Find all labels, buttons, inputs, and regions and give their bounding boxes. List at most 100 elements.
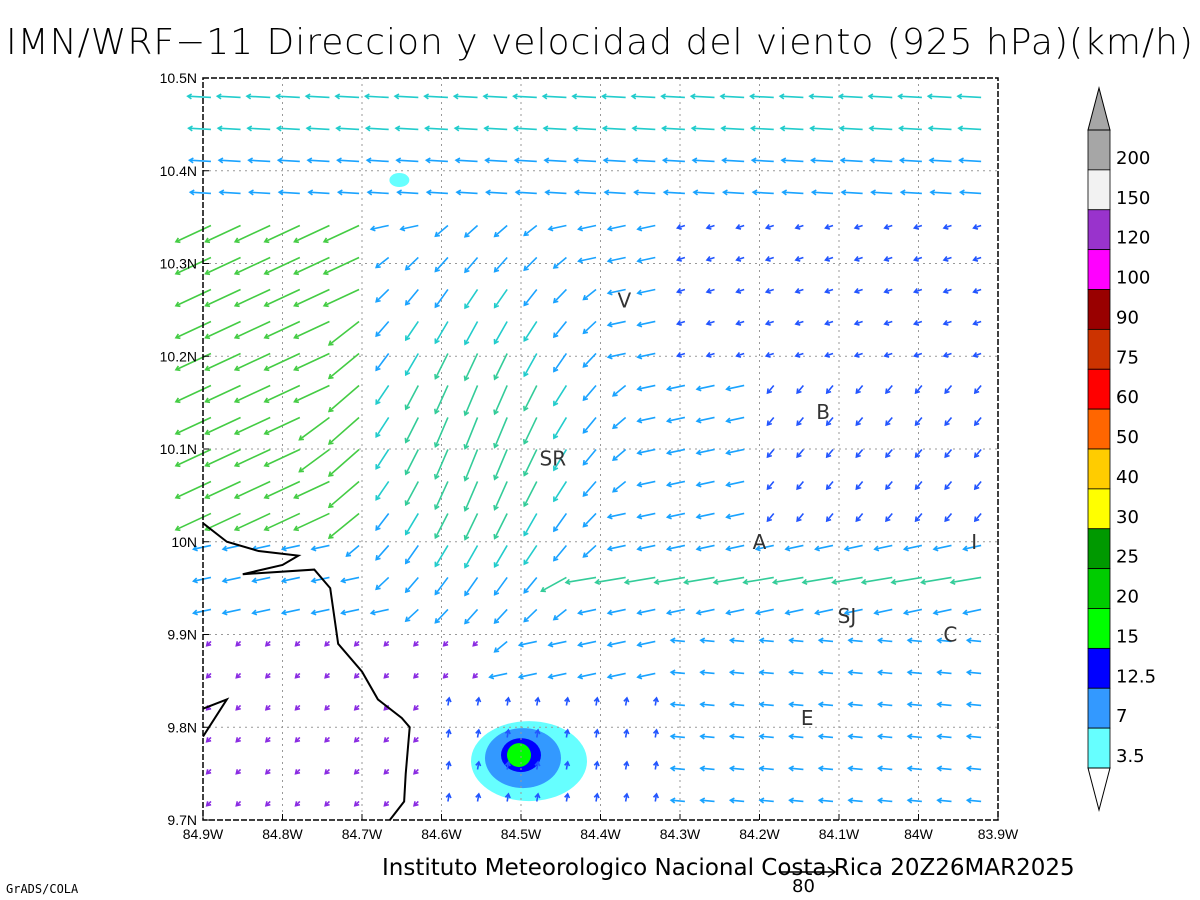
- wind-arrow: [463, 224, 479, 238]
- wind-arrow: [949, 576, 982, 585]
- reference-arrow: [779, 866, 837, 878]
- lat-label: 10N: [171, 534, 197, 550]
- shade-15: [507, 743, 531, 768]
- wind-arrow: [758, 669, 774, 676]
- wind-arrow: [434, 513, 449, 540]
- wind-arrow: [636, 288, 656, 296]
- wind-arrow: [699, 733, 715, 740]
- wind-arrow: [442, 672, 449, 679]
- wind-arrow: [636, 256, 656, 264]
- wind-arrow: [442, 640, 449, 647]
- wind-arrow: [742, 576, 774, 585]
- wind-arrow: [853, 223, 863, 230]
- wind-arrow: [541, 93, 567, 100]
- wind-arrow: [493, 449, 508, 481]
- wind-arrow: [564, 760, 571, 770]
- wind-arrow: [306, 157, 330, 164]
- wind-arrow: [853, 255, 863, 262]
- wind-arrow: [817, 797, 834, 804]
- colorbar-segment: [1087, 488, 1111, 530]
- wind-arrow: [186, 93, 211, 100]
- wind-arrow: [433, 449, 449, 480]
- wind-arrow: [749, 93, 774, 100]
- lat-label: 10.1N: [160, 441, 197, 457]
- colorbar: 3.5 7 12.5 15 20 25 30 40 50 60 75 90 100 120 150 200: [1087, 86, 1156, 812]
- wind-arrow: [475, 760, 482, 770]
- wind-arrow: [965, 669, 982, 676]
- wind-arrow: [233, 224, 271, 244]
- colorbar-segment: [1087, 129, 1111, 171]
- wind-arrow: [695, 448, 715, 456]
- wind-arrow: [571, 93, 597, 100]
- wind-arrow: [327, 416, 360, 445]
- wind-arrow: [294, 704, 301, 711]
- wind-arrow: [522, 449, 538, 477]
- wind-arrow: [958, 157, 982, 164]
- wind-arrow: [263, 224, 301, 244]
- wind-arrow: [764, 319, 775, 326]
- colorbar-label: 100: [1116, 268, 1150, 289]
- wind-arrow: [205, 800, 212, 807]
- wind-arrow: [293, 320, 330, 340]
- wind-arrow: [665, 544, 686, 552]
- wind-arrow: [327, 384, 360, 413]
- wind-arrow: [817, 733, 834, 740]
- colorbar-label: 3.5: [1116, 746, 1145, 767]
- wind-arrow: [636, 352, 656, 360]
- wind-arrow: [956, 93, 982, 100]
- wind-arrow: [669, 669, 685, 676]
- wind-arrow: [623, 760, 630, 770]
- colorbar-segment: [1087, 568, 1111, 609]
- city-label: A: [753, 530, 767, 554]
- wind-arrow: [523, 256, 538, 272]
- wind-arrow: [324, 704, 331, 711]
- colorbar-segment: [1087, 249, 1111, 290]
- wind-arrow: [692, 189, 715, 196]
- city-label: E: [801, 706, 814, 730]
- wind-arrow: [493, 481, 508, 511]
- wind-arrow: [788, 669, 804, 676]
- wind-arrow: [523, 576, 538, 594]
- wind-arrow: [661, 125, 685, 132]
- wind-arrow: [404, 353, 419, 377]
- wind-arrow: [174, 320, 212, 340]
- wind-arrow: [233, 384, 271, 404]
- wind-arrow: [375, 352, 390, 372]
- wind-arrow: [632, 157, 656, 164]
- wind-arrow: [455, 189, 478, 196]
- wind-arrow: [375, 256, 390, 269]
- wind-arrow: [754, 544, 774, 552]
- wind-arrow: [293, 288, 330, 308]
- wind-arrow: [728, 765, 745, 772]
- wind-arrow: [669, 765, 685, 772]
- wind-arrow: [294, 640, 301, 647]
- wind-arrow: [293, 352, 330, 372]
- wind-arrow: [404, 481, 420, 507]
- wind-arrow: [433, 417, 449, 449]
- wind-arrow: [665, 512, 686, 520]
- wind-arrow: [264, 800, 271, 807]
- wind-arrow: [383, 672, 390, 679]
- wind-arrow: [564, 792, 571, 802]
- wind-arrow: [263, 256, 301, 276]
- wind-arrow: [944, 512, 953, 523]
- wind-arrow: [404, 449, 420, 476]
- wind-arrow: [434, 576, 449, 596]
- wind-arrow: [606, 512, 626, 520]
- wind-arrow: [364, 125, 389, 132]
- wind-arrow: [758, 797, 774, 804]
- wind-arrow: [814, 608, 834, 616]
- wind-arrow: [942, 319, 952, 326]
- wind-arrow: [653, 576, 686, 585]
- lat-label: 9.7N: [167, 812, 197, 828]
- wind-arrow: [493, 289, 508, 309]
- wind-arrow: [781, 189, 804, 196]
- wind-arrow: [582, 544, 597, 558]
- wind-arrow: [665, 384, 686, 392]
- wind-arrow: [264, 704, 271, 711]
- wind-arrow: [623, 728, 630, 738]
- wind-arrow: [652, 760, 660, 770]
- wind-arrow: [691, 157, 715, 164]
- city-labels: V SR B A I SJ C E: [540, 289, 978, 730]
- wind-arrow: [636, 480, 656, 488]
